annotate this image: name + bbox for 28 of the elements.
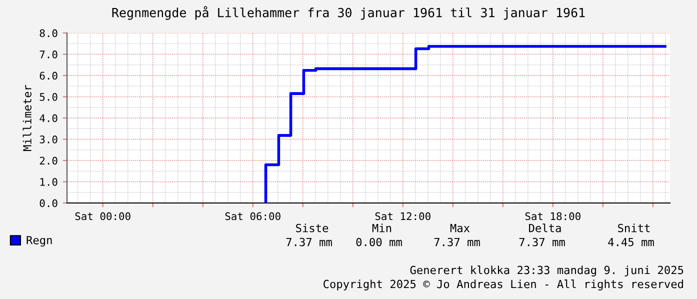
x-tick-label: Sat 00:00 — [75, 212, 130, 220]
text: Siste — [296, 224, 328, 232]
x-tick-label: Sat 12:00 — [375, 212, 430, 220]
text: Max — [450, 224, 470, 232]
y-tick-label: 4.0 — [40, 114, 58, 122]
y-tick-label: 1.0 — [40, 178, 58, 186]
text: 7.37 mm — [286, 238, 332, 246]
y-tick-label: 6.0 — [40, 72, 58, 80]
y-tick-label: 8.0 — [40, 29, 58, 38]
y-tick-label: 7.0 — [40, 50, 58, 58]
text: 7.37 mm — [519, 238, 565, 246]
chart-title: Regnmengde på Lillehammer fra 30 januar 1961 til 31 januar 1961 — [112, 6, 585, 20]
x-tick-label: Sat 06:00 — [225, 212, 280, 220]
x-tick-label: Sat 18:00 — [525, 212, 580, 220]
y-tick-label: 5.0 — [40, 93, 58, 101]
text: Min — [372, 224, 392, 232]
y-axis-title: Millimeter — [22, 84, 32, 151]
text: 7.37 mm — [434, 238, 480, 246]
text: Snitt — [618, 224, 650, 232]
text: Generert klokka 23:33 mandag 9. juni 2025 — [410, 266, 684, 276]
y-tick-label: 3.0 — [40, 136, 58, 144]
text: Delta — [529, 224, 561, 232]
text: 4.45 mm — [608, 238, 654, 246]
legend-label: Regn — [26, 236, 52, 247]
text: 0.00 mm — [356, 238, 402, 246]
text: Copyright 2025 © Jo Andreas Lien - All rights reserved — [324, 280, 683, 290]
y-tick-label: 0.0 — [40, 199, 58, 208]
y-tick-label: 2.0 — [40, 156, 58, 165]
